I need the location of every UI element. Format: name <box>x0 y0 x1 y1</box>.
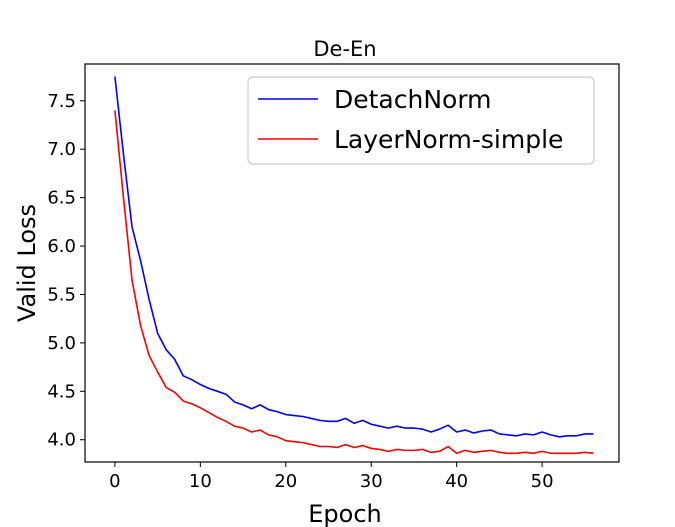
y-tick-label: 4.5 <box>47 381 76 402</box>
x-tick-label: 10 <box>189 471 212 492</box>
legend-box <box>247 76 595 165</box>
chart-title: De-En <box>313 37 376 61</box>
series-layer <box>114 76 594 455</box>
plot-area <box>84 63 620 463</box>
y-tick-label: 7.0 <box>47 139 76 160</box>
y-tick-label: 6.0 <box>47 236 76 257</box>
y-tick-label: 5.0 <box>47 333 76 354</box>
y-tick-label: 5.5 <box>47 284 76 305</box>
y-tick-label: 6.5 <box>47 188 76 209</box>
x-tick-label: 50 <box>531 471 554 492</box>
y-tick-label: 4.0 <box>47 430 76 451</box>
plot-frame <box>84 63 620 463</box>
x-tick-label: 40 <box>445 471 468 492</box>
legend-label-detachnorm: DetachNorm <box>334 85 492 114</box>
y-tick-label: 7.5 <box>47 91 76 112</box>
x-tick-label: 0 <box>109 471 120 492</box>
series-line-detachnorm <box>114 76 594 438</box>
y-axis-label: Valid Loss <box>13 204 41 322</box>
x-tick-label: 30 <box>360 471 383 492</box>
x-tick-label: 20 <box>274 471 297 492</box>
y-axis-ticks: 4.0 4.5 5.0 5.5 6.0 6.5 7.0 7.5 <box>47 91 85 451</box>
legend-label-layernorm-simple: LayerNorm-simple <box>334 125 563 154</box>
x-axis-ticks: 0 10 20 30 40 50 <box>109 462 554 492</box>
series-line-layernorm-simple <box>114 110 594 455</box>
x-axis-label: Epoch <box>308 500 382 527</box>
legend: DetachNorm LayerNorm-simple <box>247 76 595 165</box>
